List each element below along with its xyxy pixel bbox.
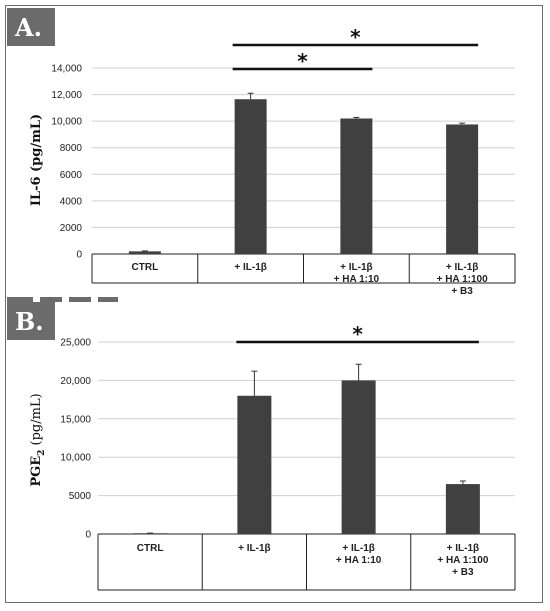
- category-label: CTRL: [137, 543, 164, 554]
- panel-b-ylabel-main: PGE: [29, 456, 44, 487]
- chart-a: 0 2000 4000 6000 8000 10,000 12,000 14,000 CTRL +…: [51, 25, 516, 297]
- y-tick-label: 10,000: [51, 117, 82, 128]
- divider-dash: [40, 297, 62, 302]
- category-label: + IL-1β: [446, 262, 479, 273]
- bar: [128, 251, 161, 254]
- bar: [446, 124, 479, 254]
- category-label: + B3: [451, 286, 473, 297]
- bar: [237, 395, 272, 534]
- panel-b-ylabel-rest: (pg/mL): [29, 393, 44, 449]
- category-label: + IL-1β: [340, 262, 373, 273]
- bar: [234, 99, 267, 254]
- y-tick-label: 6000: [60, 170, 83, 181]
- significance-star: *: [297, 49, 308, 73]
- chart-b: 0 5000 10,000 15,000 20,000 25,000 CTRL + IL-1β…: [60, 322, 516, 591]
- panel-b-label-text: B.: [15, 307, 44, 336]
- y-tick-label: 12,000: [51, 90, 82, 101]
- significance-star: *: [350, 25, 361, 49]
- category-label: + IL-1β: [238, 543, 271, 554]
- category-label: + IL-1β: [234, 262, 267, 273]
- divider-dash: [69, 297, 91, 302]
- category-label: + IL-1β: [447, 543, 480, 554]
- y-tick-label: 2000: [60, 223, 83, 234]
- y-tick-label: 8000: [60, 143, 83, 154]
- category-label: + HA 1:10: [334, 274, 380, 285]
- panel-divider: [7, 297, 118, 302]
- y-tick-label: 25,000: [60, 338, 91, 349]
- category-label: + B3: [452, 567, 474, 578]
- y-tick-label: 10,000: [60, 453, 91, 464]
- panel-a-label-text: A.: [14, 13, 42, 42]
- y-tick-label: 20,000: [60, 376, 91, 387]
- divider-dash: [98, 297, 118, 302]
- panel-a-label: A.: [7, 8, 55, 46]
- category-label: + HA 1:100: [437, 274, 488, 285]
- panel-a-label-box: [7, 8, 55, 46]
- bar: [445, 484, 480, 534]
- panel-b-label-box: [7, 302, 55, 340]
- bar: [341, 380, 376, 534]
- panel-b-ylabel: PGE2 (pg/mL): [29, 393, 47, 486]
- panel-b-ylabel-sub: 2: [37, 450, 47, 456]
- category-label: CTRL: [132, 262, 159, 273]
- y-tick-label: 4000: [60, 196, 83, 207]
- y-tick-label: 0: [85, 530, 91, 541]
- divider-dash: [7, 297, 33, 302]
- category-label: + HA 1:10: [336, 555, 382, 566]
- bar: [133, 533, 168, 535]
- category-label: + IL-1β: [342, 543, 375, 554]
- category-label: + HA 1:100: [437, 555, 488, 566]
- y-tick-label: 5000: [69, 491, 92, 502]
- panel-b-label: B.: [7, 302, 55, 340]
- significance-star: *: [352, 322, 363, 346]
- y-tick-label: 14,000: [51, 64, 82, 75]
- y-tick-label: 0: [76, 250, 82, 261]
- y-tick-label: 15,000: [60, 414, 91, 425]
- panel-a-ylabel: IL-6 (pg/mL): [29, 114, 44, 206]
- bar: [340, 118, 373, 254]
